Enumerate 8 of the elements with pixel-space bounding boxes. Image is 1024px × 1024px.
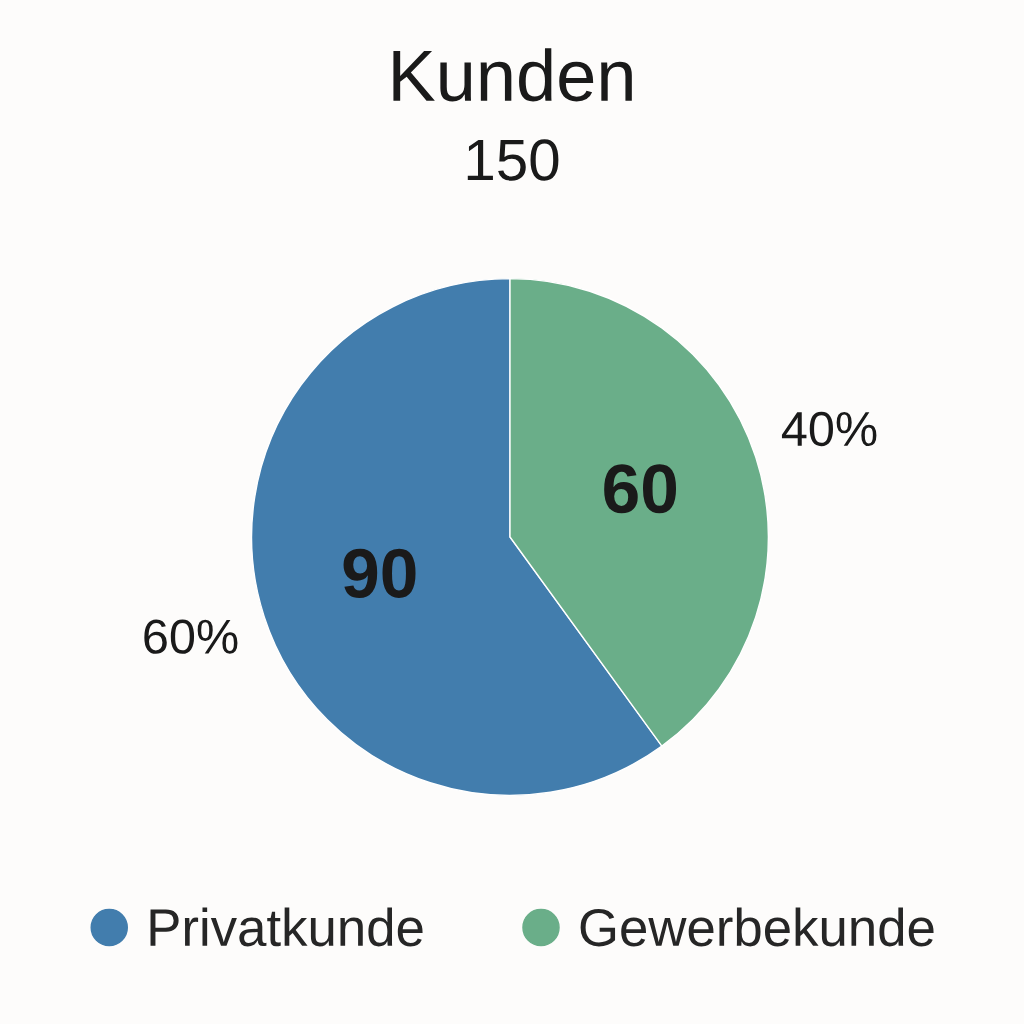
data-label: 90 <box>343 548 416 598</box>
chart-title: Kunden <box>393 48 632 102</box>
chart-subtitle: 150 <box>467 139 559 181</box>
legend-label: Privatkunde <box>150 907 423 947</box>
data-label: 60 <box>604 464 677 514</box>
text: 40% <box>781 411 877 447</box>
text: 60% <box>144 619 238 654</box>
legend-label: Gewerbekunde <box>580 907 934 947</box>
